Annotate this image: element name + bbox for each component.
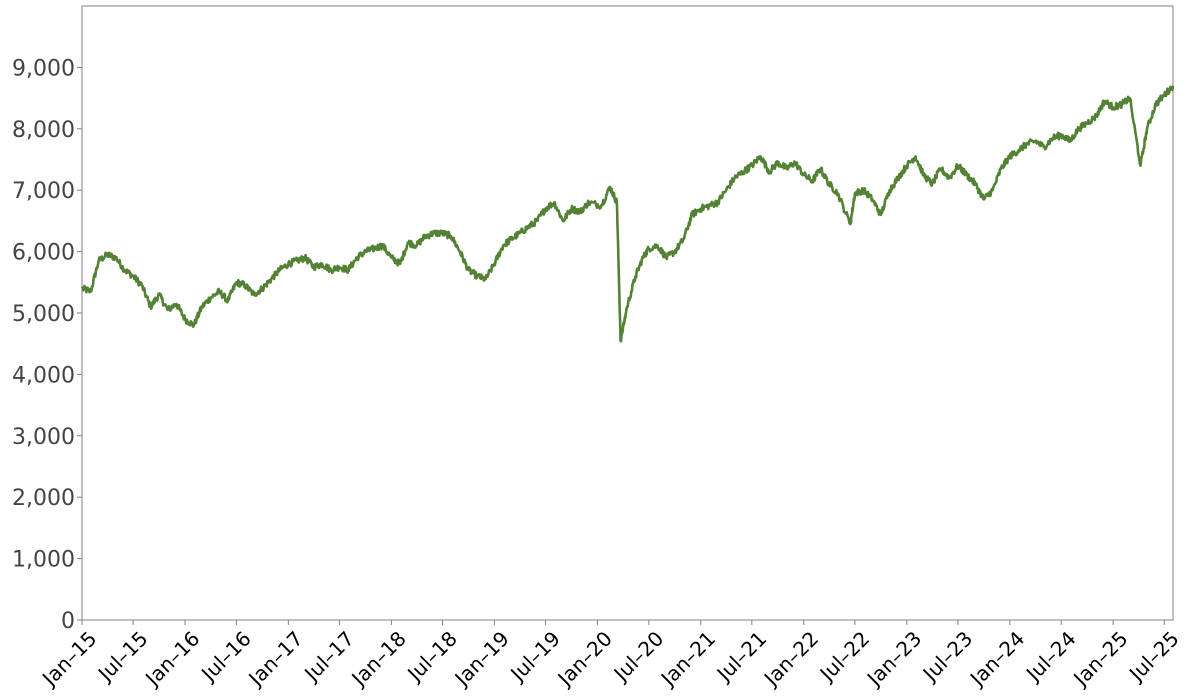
x-tick-label: Jan–23 [861, 626, 926, 691]
x-tick-label: Jan–22 [758, 626, 823, 691]
y-tick-label: 0 [61, 609, 75, 634]
x-tick-label: Jul–25 [1123, 626, 1184, 687]
x-tick-label: Jul–18 [401, 626, 462, 687]
x-tick-label: Jan–16 [139, 626, 204, 691]
y-tick-label: 7,000 [12, 179, 75, 204]
x-tick-label: Jan–15 [36, 626, 101, 691]
y-tick-label: 6,000 [12, 241, 75, 266]
plot-area [81, 5, 1174, 621]
x-tick-label: Jan–17 [243, 626, 308, 691]
x-tick-label: Jan–20 [552, 626, 617, 691]
x-tick-label: Jul–23 [917, 626, 978, 687]
x-tick-label: Jan–19 [449, 626, 514, 691]
x-tick-label: Jan–24 [964, 626, 1029, 691]
y-tick-label: 8,000 [12, 118, 75, 143]
x-tick-label: Jan–25 [1067, 626, 1132, 691]
y-axis: 0 1,000 2,000 3,000 4,000 5,000 6,000 7,000 8,00… [12, 56, 82, 634]
y-tick-label: 2,000 [12, 486, 75, 511]
x-tick-label: Jul–22 [814, 626, 875, 687]
x-tick-label: Jan–18 [346, 626, 411, 691]
x-tick-label: Jul–24 [1020, 626, 1081, 687]
x-tick-label: Jan–21 [655, 626, 720, 691]
y-tick-label: 1,000 [12, 548, 75, 573]
x-tick-label: Jul–17 [298, 626, 359, 687]
y-tick-label: 5,000 [12, 302, 75, 327]
x-tick-label: Jul–16 [195, 626, 256, 687]
x-tick-label: Jul–20 [608, 626, 669, 687]
series-layer [80, 85, 1175, 343]
y-tick-label: 4,000 [12, 363, 75, 388]
x-tick-label: Jul–21 [711, 626, 772, 687]
x-axis: Jan–15Jul–15Jan–16Jul–16Jan–17Jul–17Jan–… [36, 620, 1184, 692]
y-tick-label: 9,000 [12, 56, 75, 81]
series-line [80, 85, 1175, 343]
x-tick-label: Jul–19 [504, 626, 565, 687]
x-tick-label: Jul–15 [92, 626, 153, 687]
y-tick-label: 3,000 [12, 425, 75, 450]
